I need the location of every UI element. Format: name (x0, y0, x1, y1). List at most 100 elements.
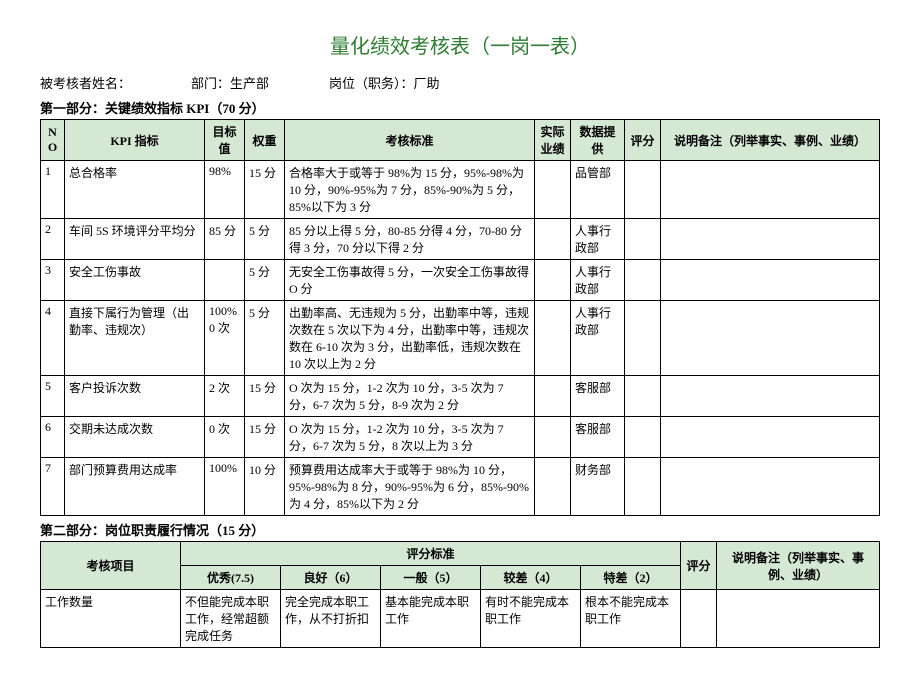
kpi-table: NO KPI 指标 目标值 权重 考核标准 实际业绩 数据提供 评分 说明备注（… (40, 119, 880, 516)
cell: 15 分 (245, 161, 285, 219)
cell: 总合格率 (65, 161, 205, 219)
th-actual: 实际业绩 (535, 120, 571, 161)
table-row: 6交期未达成次数0 次15 分O 次为 15 分，1-2 次为 10 分，3-5… (41, 417, 880, 458)
cell: 车间 5S 环境评分平均分 (65, 219, 205, 260)
header-info: 被考核者姓名： 部门：生产部 岗位（职务）：厂助 (40, 73, 880, 92)
table-row: 4直接下属行为管理（出勤率、违规次）100% 0 次5 分出勤率高、无违规为 5… (41, 301, 880, 376)
section1-title: 第一部分：关键绩效指标 KPI（70 分） (40, 98, 880, 117)
cell: 出勤率高、无违规为 5 分，出勤率中等，违规次数在 5 次以下为 4 分，出勤率… (285, 301, 535, 376)
cell: 财务部 (571, 458, 625, 516)
cell (681, 590, 717, 648)
cell (625, 161, 661, 219)
cell (535, 376, 571, 417)
cell: 85 分以上得 5 分，80-85 分得 4 分，70-80 分得 3 分，70… (285, 219, 535, 260)
table-row: 3安全工伤事故 5 分无安全工伤事故得 5 分，一次安全工伤事故得 O 分人事行政… (41, 260, 880, 301)
cell: 无安全工伤事故得 5 分，一次安全工伤事故得 O 分 (285, 260, 535, 301)
cell (535, 301, 571, 376)
cell (625, 219, 661, 260)
cell (205, 260, 245, 301)
cell: 工作数量 (41, 590, 181, 648)
cell (625, 458, 661, 516)
th-note: 说明备注（列举事实、事例、业绩） (661, 120, 880, 161)
cell: 不但能完成本职工作，经常超额完成任务 (181, 590, 281, 648)
cell: 直接下属行为管理（出勤率、违规次） (65, 301, 205, 376)
th-kpi: KPI 指标 (65, 120, 205, 161)
cell: 人事行政部 (571, 301, 625, 376)
cell (717, 590, 880, 648)
cell (661, 376, 880, 417)
cell: 交期未达成次数 (65, 417, 205, 458)
cell (661, 161, 880, 219)
table-row: 工作数量不但能完成本职工作，经常超额完成任务完全完成本职工作，从不打折扣基本能完… (41, 590, 880, 648)
cell: 6 (41, 417, 65, 458)
cell: 5 分 (245, 301, 285, 376)
cell: 客户投诉次数 (65, 376, 205, 417)
table-row: 2车间 5S 环境评分平均分85 分5 分85 分以上得 5 分，80-85 分… (41, 219, 880, 260)
th-note2: 说明备注（列举事实、事例、业绩） (717, 542, 880, 590)
cell: 人事行政部 (571, 260, 625, 301)
cell (625, 417, 661, 458)
cell: 完全完成本职工作，从不打折扣 (281, 590, 381, 648)
table-row: 7部门预算费用达成率100%10 分预算费用达成率大于或等于 98%为 10 分… (41, 458, 880, 516)
cell (625, 376, 661, 417)
page-title: 量化绩效考核表（一岗一表） (40, 30, 880, 59)
cell (661, 301, 880, 376)
th-standard: 考核标准 (285, 120, 535, 161)
section2-title: 第二部分：岗位职责履行情况（15 分） (40, 520, 880, 539)
th-l3: 一般（5） (381, 566, 481, 590)
cell: 合格率大于或等于 98%为 15 分，95%-98%为 10 分，90%-95%… (285, 161, 535, 219)
cell: 7 (41, 458, 65, 516)
cell (535, 417, 571, 458)
cell: 预算费用达成率大于或等于 98%为 10 分，95%-98%为 8 分，90%-… (285, 458, 535, 516)
th-score: 评分 (625, 120, 661, 161)
th-no: NO (41, 120, 65, 161)
cell: 10 分 (245, 458, 285, 516)
th-target: 目标值 (205, 120, 245, 161)
cell: 85 分 (205, 219, 245, 260)
th-weight: 权重 (245, 120, 285, 161)
cell: 0 次 (205, 417, 245, 458)
cell (661, 219, 880, 260)
th-l2: 良好（6） (281, 566, 381, 590)
th-score2: 评分 (681, 542, 717, 590)
cell: 有时不能完成本职工作 (481, 590, 581, 648)
cell: 3 (41, 260, 65, 301)
table-row: 5客户投诉次数2 次15 分O 次为 15 分，1-2 次为 10 分，3-5 … (41, 376, 880, 417)
cell (625, 301, 661, 376)
cell: 100% 0 次 (205, 301, 245, 376)
cell (535, 161, 571, 219)
cell (535, 260, 571, 301)
dept-label: 部门：生产部 (191, 73, 269, 92)
cell: 部门预算费用达成率 (65, 458, 205, 516)
cell: 5 分 (245, 219, 285, 260)
cell: 根本不能完成本职工作 (581, 590, 681, 648)
cell: 客服部 (571, 417, 625, 458)
duty-table: 考核项目 评分标准 评分 说明备注（列举事实、事例、业绩） 优秀(7.5) 良好… (40, 541, 880, 648)
cell: 15 分 (245, 417, 285, 458)
cell: 98% (205, 161, 245, 219)
th-stdgroup: 评分标准 (181, 542, 681, 566)
cell: 5 分 (245, 260, 285, 301)
cell: 4 (41, 301, 65, 376)
position-label: 岗位（职务）：厂助 (329, 73, 440, 92)
cell: 2 次 (205, 376, 245, 417)
th-source: 数据提供 (571, 120, 625, 161)
cell: 5 (41, 376, 65, 417)
cell: 安全工伤事故 (65, 260, 205, 301)
cell (661, 417, 880, 458)
cell (535, 219, 571, 260)
cell: O 次为 15 分，1-2 次为 10 分，3-5 次为 7 分，6-7 次为 … (285, 376, 535, 417)
cell: O 次为 15 分，1-2 次为 10 分，3-5 次为 7 分，6-7 次为 … (285, 417, 535, 458)
th-l5: 特差（2） (581, 566, 681, 590)
th-l4: 较差（4） (481, 566, 581, 590)
cell (661, 458, 880, 516)
table-row: 1总合格率98%15 分合格率大于或等于 98%为 15 分，95%-98%为 … (41, 161, 880, 219)
th-item: 考核项目 (41, 542, 181, 590)
cell: 2 (41, 219, 65, 260)
th-l1: 优秀(7.5) (181, 566, 281, 590)
name-label: 被考核者姓名： (40, 73, 131, 92)
cell: 客服部 (571, 376, 625, 417)
cell: 人事行政部 (571, 219, 625, 260)
cell (535, 458, 571, 516)
cell: 1 (41, 161, 65, 219)
